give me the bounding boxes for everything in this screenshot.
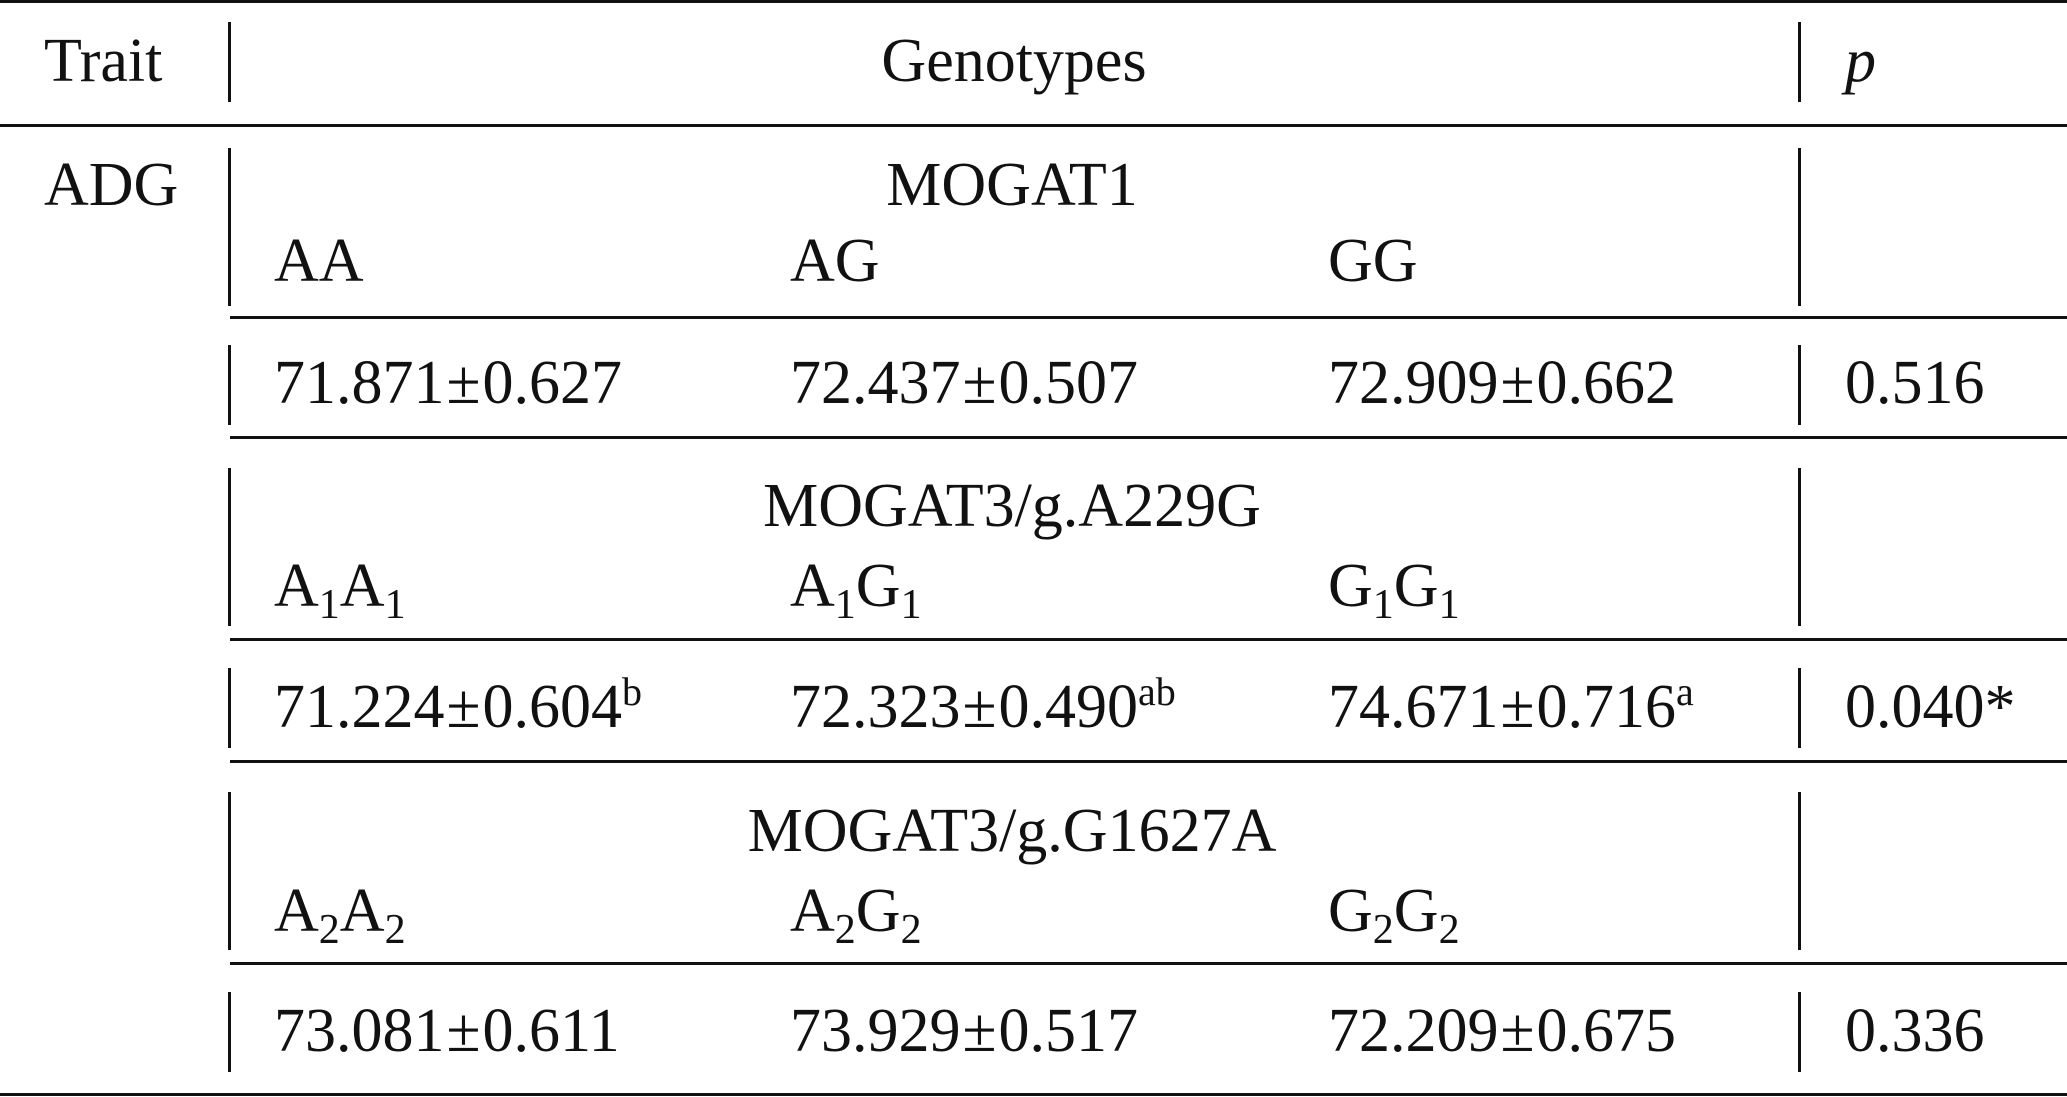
g1-label-left-divider [228,148,231,306]
mean-value: 72.209 [1328,997,1499,1065]
p-value: 0.336 [1845,997,1985,1065]
plus-minus-symbol: ± [1500,673,1535,741]
g1-value-right-divider [1798,345,1801,425]
value-cell: 74.671±0.716a [1328,672,1694,741]
genotype-label: A1G1 [790,552,922,628]
genotype-label: AG [790,227,880,295]
mean-value: 71.871 [274,349,445,417]
mean-value: 72.323 [790,673,961,741]
significance-letter: ab [1138,669,1176,714]
value-cell: 71.871±0.627 [274,352,622,414]
mean-value: 74.671 [1328,673,1499,741]
plus-minus-symbol: ± [962,673,997,741]
group1-rule [230,316,2067,319]
value-cell: 73.929±0.517 [790,1000,1138,1062]
se-value: 0.604 [482,673,623,741]
g2-label-right-divider [1798,468,1801,626]
mean-value: 73.081 [274,997,445,1065]
mean-value: 72.437 [790,349,961,417]
gene-label: MOGAT1 [886,151,1138,219]
se-value: 0.507 [998,349,1139,417]
g3-label-left-divider [228,792,231,950]
value-cell: 71.224±0.604b [274,672,642,741]
header-rule [0,124,2067,127]
plus-minus-symbol: ± [446,673,481,741]
se-value: 0.611 [482,997,620,1065]
top-rule [0,0,2067,3]
plus-minus-symbol: ± [446,997,481,1065]
genotype-label: G2G2 [1328,877,1460,953]
mean-value: 73.929 [790,997,961,1065]
gene-label: MOGAT3/g.G1627A [747,797,1277,865]
significance-letter: a [1676,669,1694,714]
group2-bottom-rule [230,760,2067,763]
header-trait: Trait [44,27,163,95]
p-value: 0.516 [1845,349,1985,417]
genotype-label: A2G2 [790,877,922,953]
se-value: 0.716 [1536,673,1677,741]
g3-value-left-divider [228,992,231,1072]
genotype-label: A1A1 [274,552,406,628]
trait-label: ADG [44,151,179,219]
g2-label-left-divider [228,468,231,626]
g2-value-right-divider [1798,668,1801,748]
plus-minus-symbol: ± [446,349,481,417]
group2-rule [230,638,2067,641]
plus-minus-symbol: ± [962,997,997,1065]
group1-bottom-rule [230,436,2067,439]
genotype-label: G1G1 [1328,552,1460,628]
header-p: p [1845,27,1876,95]
group3-rule [230,962,2067,965]
se-value: 0.675 [1536,997,1677,1065]
header-genotypes: Genotypes [881,27,1147,95]
g1-label-right-divider [1798,148,1801,306]
plus-minus-symbol: ± [962,349,997,417]
value-cell: 72.909±0.662 [1328,352,1676,414]
se-value: 0.517 [998,997,1139,1065]
genotype-label: A2A2 [274,877,406,953]
value-cell: 72.323±0.490ab [790,672,1176,741]
significance-letter: b [622,669,643,714]
plus-minus-symbol: ± [1500,997,1535,1065]
value-cell: 72.209±0.675 [1328,1000,1676,1062]
genotype-label: AA [274,227,364,295]
g1-value-left-divider [228,345,231,425]
g3-value-right-divider [1798,992,1801,1072]
gene-label: MOGAT3/g.A229G [763,472,1261,540]
value-cell: 72.437±0.507 [790,352,1138,414]
bottom-rule [0,1093,2067,1096]
mean-value: 72.909 [1328,349,1499,417]
g2-value-left-divider [228,668,231,748]
header-left-divider [228,22,231,102]
value-cell: 73.081±0.611 [274,1000,620,1062]
plus-minus-symbol: ± [1500,349,1535,417]
se-value: 0.490 [998,673,1139,741]
se-value: 0.662 [1536,349,1677,417]
se-value: 0.627 [482,349,623,417]
p-value: 0.040* [1845,673,2016,741]
mean-value: 71.224 [274,673,445,741]
g3-label-right-divider [1798,792,1801,950]
genotype-label: GG [1328,227,1418,295]
header-right-divider [1798,22,1801,102]
